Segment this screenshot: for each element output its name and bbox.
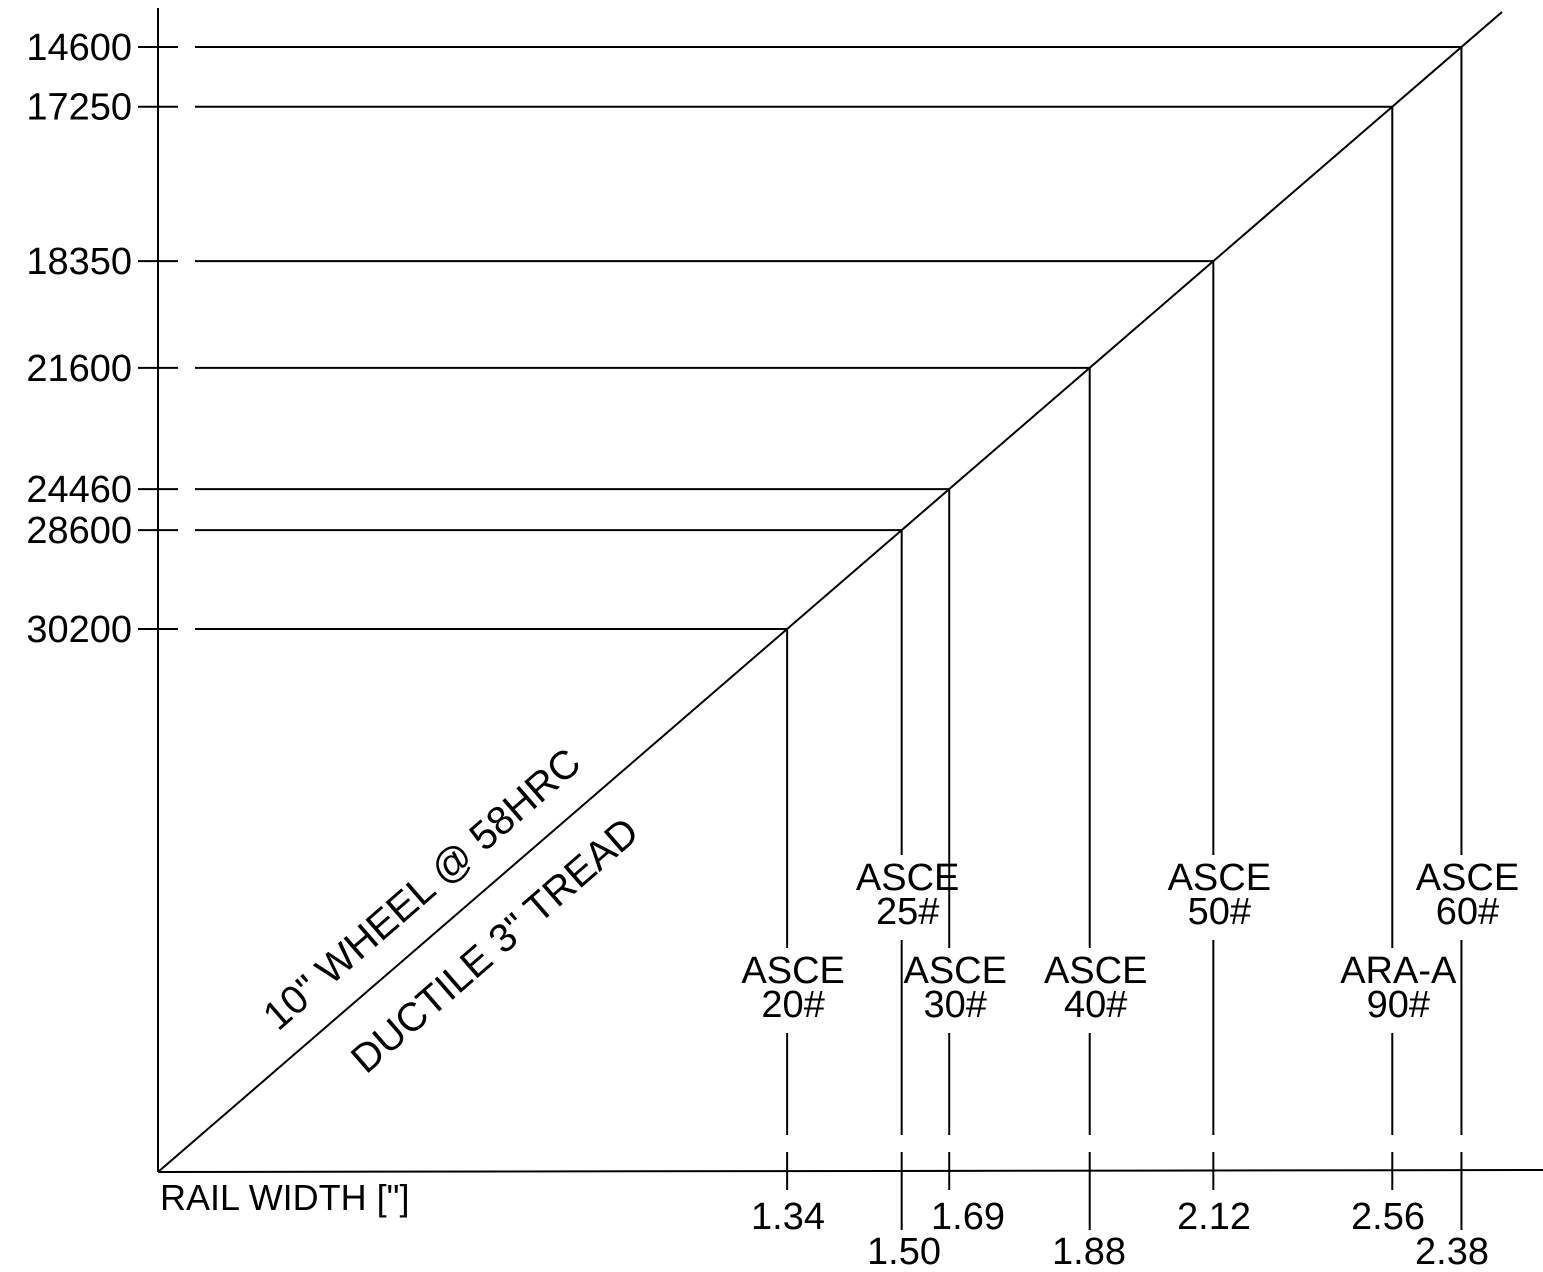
rail-name-line1: ASCE	[856, 857, 959, 899]
rail-marks: 30200ASCE20#1.3428600ASCE25#1.5024460ASC…	[26, 27, 1519, 1272]
y-tick-label: 18350	[26, 241, 132, 283]
rail-name-line2: 30#	[924, 984, 987, 1026]
diagonal-load-line	[157, 11, 1503, 1173]
y-tick-label: 28600	[26, 510, 132, 552]
x-tick-label: 2.12	[1177, 1196, 1251, 1238]
rail-name-line1: ASCE	[903, 950, 1006, 992]
x-tick-label: 1.50	[867, 1231, 941, 1272]
rail-name-line2: 40#	[1064, 984, 1127, 1026]
rail-name-line1: ASCE	[1168, 857, 1271, 899]
y-tick-label: 14600	[26, 27, 132, 69]
rail-name-line2: 90#	[1367, 984, 1430, 1026]
x-tick-label: 2.56	[1351, 1196, 1425, 1238]
x-tick-label: 1.69	[931, 1196, 1005, 1238]
rail-name-line1: ASCE	[741, 950, 844, 992]
y-tick-label: 21600	[26, 348, 132, 390]
x-tick-label: 1.34	[751, 1196, 825, 1238]
rail-name-line2: 25#	[876, 891, 939, 933]
x-tick-label: 1.88	[1052, 1231, 1126, 1272]
y-tick-label: 17250	[26, 87, 132, 129]
rail-name-line1: ASCE	[1044, 950, 1147, 992]
x-axis-label: RAIL WIDTH ["]	[160, 1177, 409, 1218]
rail-name-line2: 20#	[761, 984, 824, 1026]
rail-name-line2: 60#	[1436, 891, 1499, 933]
x-tick-label: 2.38	[1415, 1231, 1489, 1272]
rail-name-line2: 50#	[1188, 891, 1251, 933]
x-axis	[157, 1169, 1543, 1173]
y-tick-label: 24460	[26, 469, 132, 511]
rail-name-line1: ASCE	[1416, 857, 1519, 899]
y-tick-label: 30200	[26, 609, 132, 651]
axes	[157, 8, 1543, 1173]
rail-name-line1: ARA-A	[1340, 950, 1457, 992]
